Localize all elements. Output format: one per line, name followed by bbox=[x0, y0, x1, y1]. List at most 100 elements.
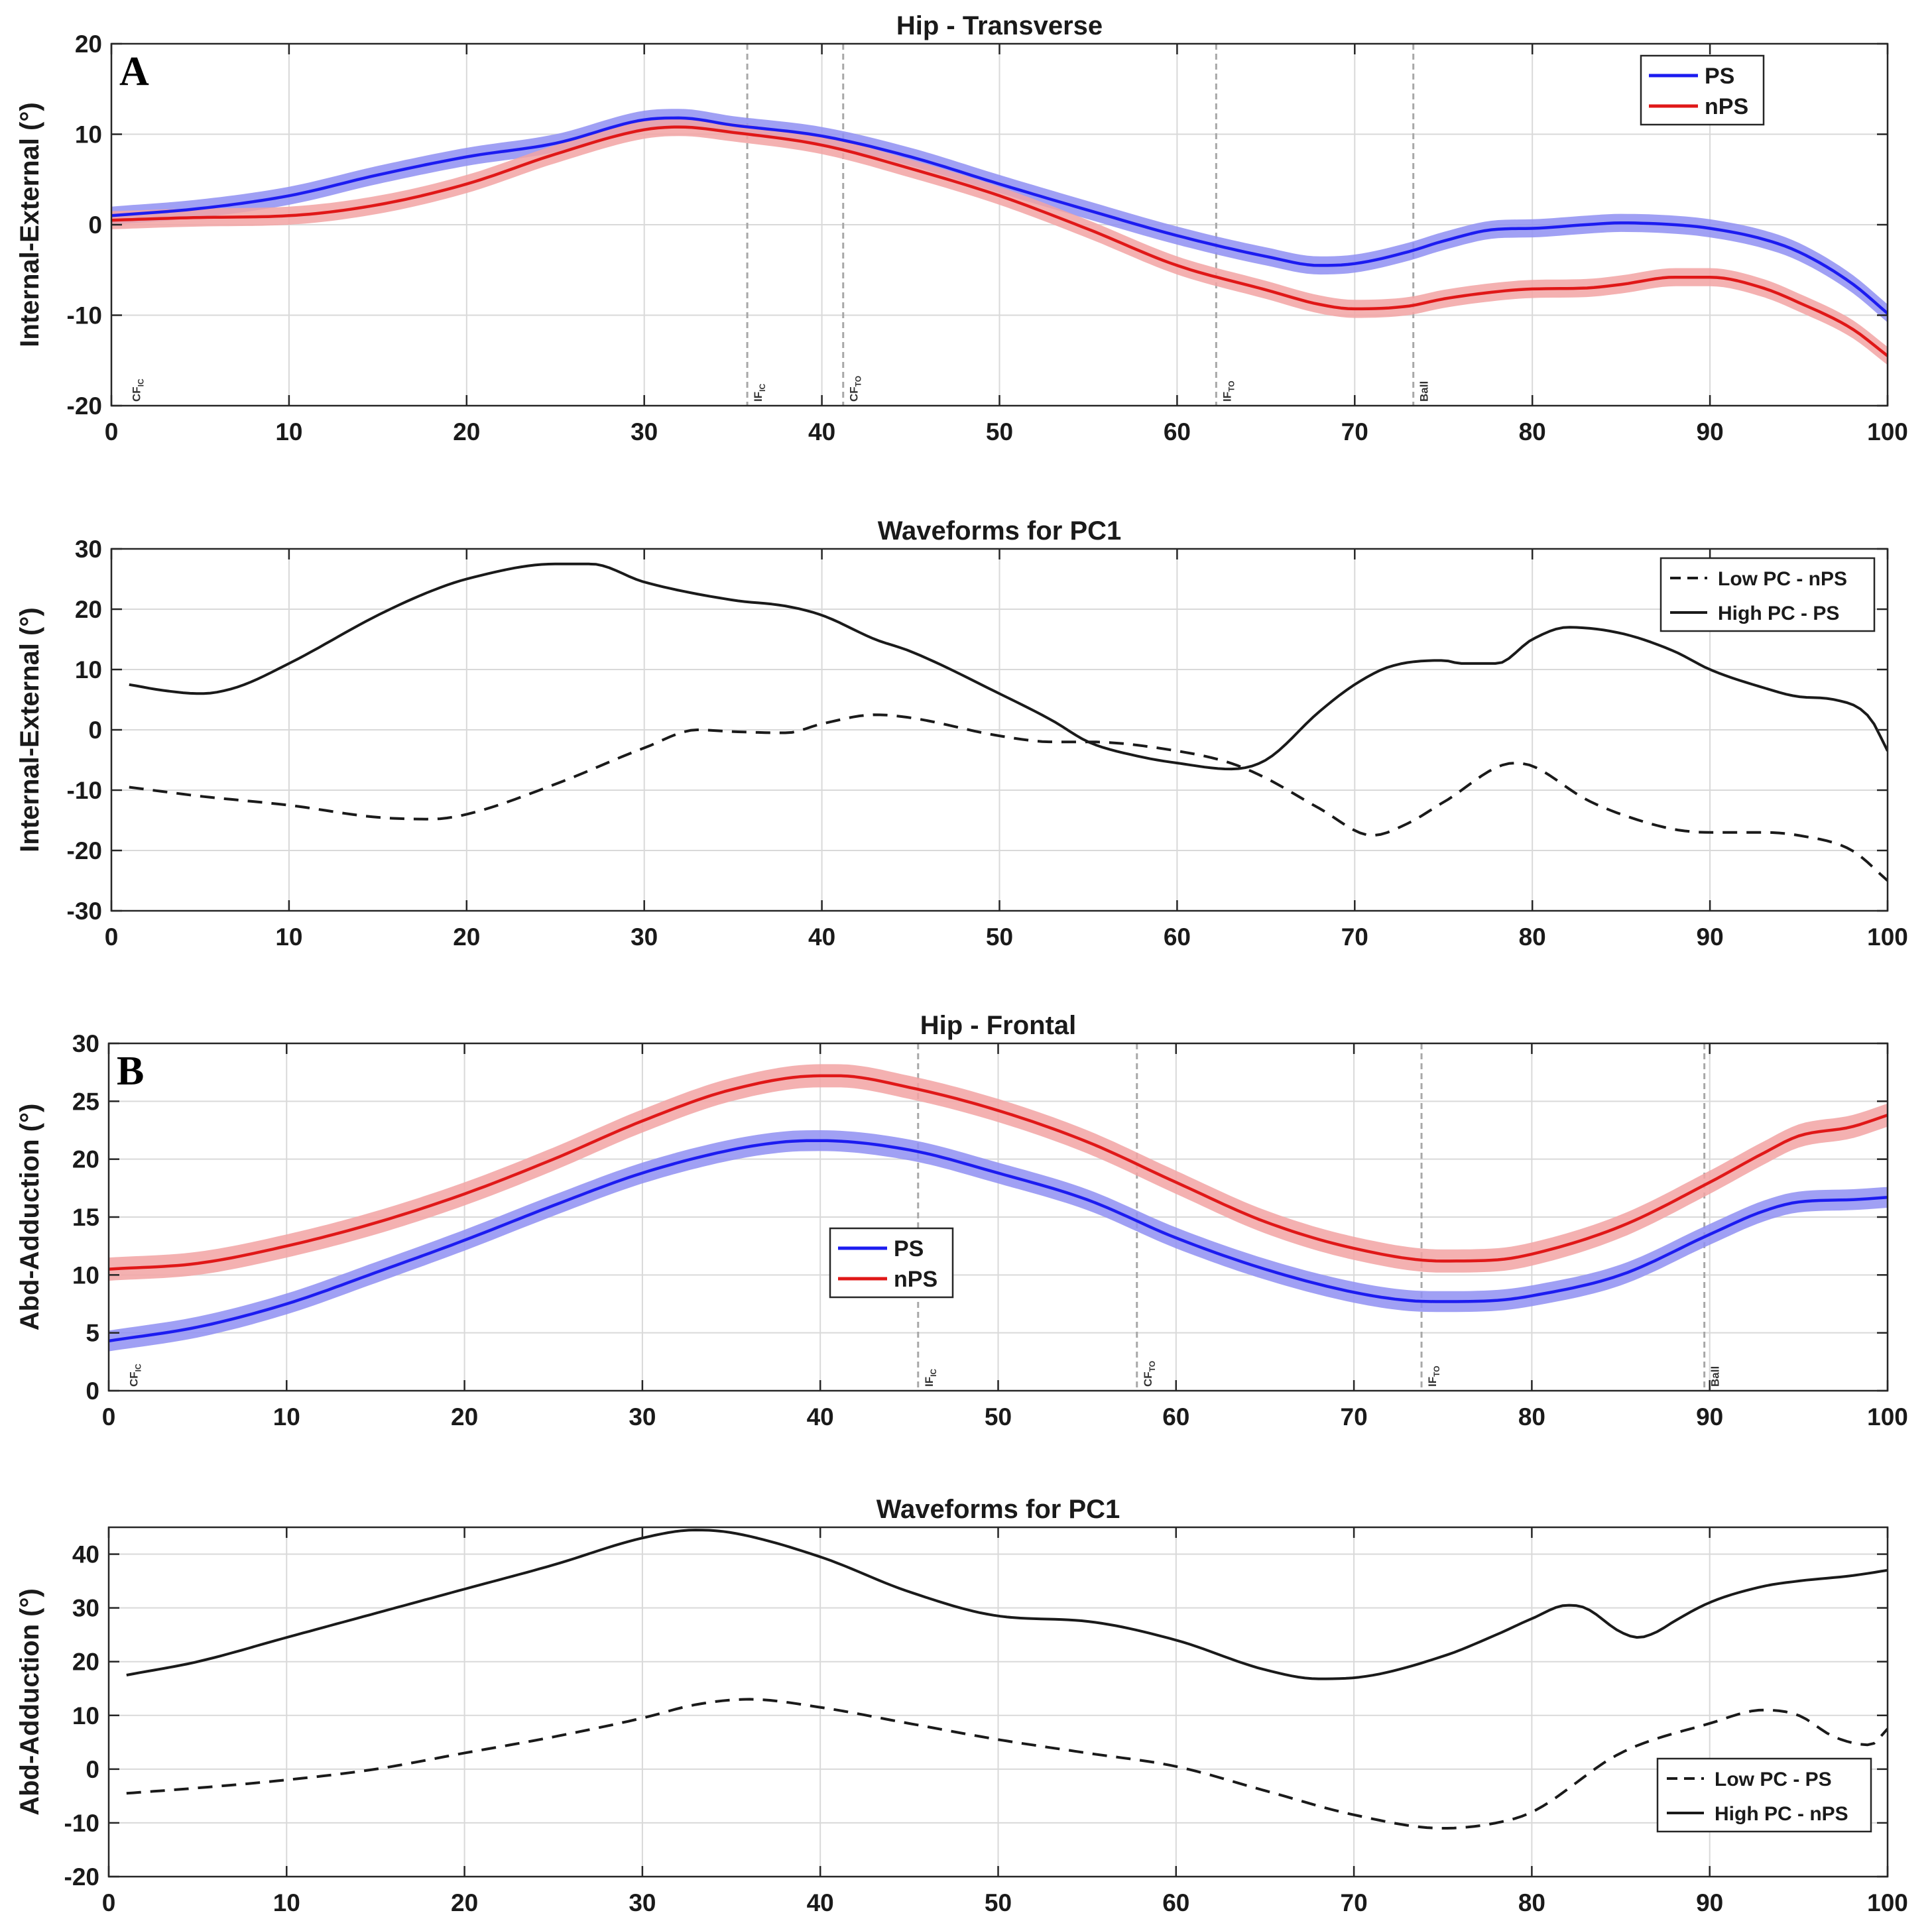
series-band-nps bbox=[109, 1064, 1888, 1281]
chart-title: Waveforms for PC1 bbox=[878, 516, 1122, 546]
x-tick-label: 60 bbox=[1162, 1403, 1189, 1431]
legend-label: Low PC - PS bbox=[1715, 1769, 1832, 1790]
x-tick-label: 30 bbox=[631, 923, 658, 951]
x-tick-label: 50 bbox=[986, 923, 1013, 951]
x-tick-label: 30 bbox=[629, 1889, 656, 1916]
legend-label: High PC - nPS bbox=[1715, 1803, 1848, 1825]
y-tick-label: -10 bbox=[64, 1810, 99, 1837]
x-tick-label: 20 bbox=[453, 418, 480, 445]
x-tick-label: 90 bbox=[1697, 923, 1724, 951]
panel-label: A bbox=[119, 49, 149, 94]
series-band-ps bbox=[109, 1130, 1888, 1352]
legend-label: PS bbox=[894, 1236, 924, 1261]
legend-label: High PC - PS bbox=[1718, 603, 1839, 624]
y-tick-label: -10 bbox=[67, 302, 102, 329]
series-group bbox=[111, 109, 1888, 365]
panel-label: B bbox=[117, 1049, 144, 1094]
y-tick-label: 30 bbox=[72, 1030, 99, 1057]
x-tick-label: 0 bbox=[105, 418, 119, 445]
series-band-nps bbox=[111, 117, 1888, 365]
legend: Low PC - PS High PC - nPS bbox=[1656, 1757, 1872, 1833]
x-tick-label: 90 bbox=[1697, 418, 1724, 445]
x-tick-label: 50 bbox=[986, 418, 1013, 445]
event-label: IFIC bbox=[752, 384, 767, 402]
x-tick-label: 20 bbox=[451, 1403, 478, 1431]
event-label: IFTO bbox=[1426, 1366, 1441, 1387]
y-tick-label: 40 bbox=[72, 1541, 99, 1568]
y-tick-label: 0 bbox=[86, 1377, 99, 1405]
y-tick-label: 10 bbox=[75, 121, 102, 148]
x-tick-label: 90 bbox=[1696, 1889, 1723, 1916]
series-line-low-pc-ps bbox=[126, 1698, 1888, 1830]
x-tick-label: 70 bbox=[1341, 1889, 1368, 1916]
x-tick-label: 30 bbox=[629, 1403, 656, 1431]
y-tick-label: -20 bbox=[67, 837, 102, 864]
y-tick-label: 20 bbox=[75, 30, 102, 58]
pc1-transverse-chart: 0 10 20 30 40 50 60 70 80 90 100 -30 -20 -10 0 10 20 30 Wa… bbox=[15, 516, 1908, 951]
legend-box bbox=[829, 1227, 954, 1299]
x-tick-label: 10 bbox=[275, 418, 302, 445]
hip-transverse-chart: CFIC IFIC CFTO IFTO Ball 0 10 20 30 40 50 60 70 80 90 1… bbox=[15, 11, 1908, 445]
legend-label: Low PC - nPS bbox=[1718, 568, 1847, 590]
legend-label: nPS bbox=[1705, 94, 1748, 119]
series-line-low-pc-nps bbox=[129, 713, 1888, 882]
y-tick-label: 20 bbox=[75, 596, 102, 623]
x-tick-label: 20 bbox=[453, 923, 480, 951]
x-tick-label: 0 bbox=[102, 1889, 116, 1916]
series-line-ps bbox=[109, 1139, 1888, 1343]
x-tick-label: 80 bbox=[1519, 418, 1546, 445]
x-tick-label: 80 bbox=[1518, 1889, 1545, 1916]
y-tick-label: 10 bbox=[72, 1261, 99, 1289]
chart-title: Waveforms for PC1 bbox=[876, 1495, 1120, 1524]
event-label: IFIC bbox=[923, 1369, 938, 1387]
chart-title: Hip - Transverse bbox=[896, 11, 1103, 40]
x-tick-label: 10 bbox=[275, 923, 302, 951]
y-tick-label: 30 bbox=[75, 536, 102, 563]
legend: PS nPS bbox=[829, 1227, 954, 1299]
y-tick-label: -10 bbox=[67, 777, 102, 804]
event-label: IFTO bbox=[1221, 380, 1236, 402]
legend-box bbox=[1660, 557, 1876, 632]
x-tick-label: 70 bbox=[1341, 1403, 1368, 1431]
x-tick-label: 60 bbox=[1164, 923, 1191, 951]
y-axis-label: Internal-External (°) bbox=[15, 102, 44, 347]
x-tick-label: 60 bbox=[1164, 418, 1191, 445]
x-tick-label: 0 bbox=[102, 1403, 116, 1431]
y-tick-label: 20 bbox=[72, 1649, 99, 1676]
series-group bbox=[109, 1064, 1888, 1352]
y-tick-label: 10 bbox=[72, 1702, 99, 1729]
x-tick-label: 10 bbox=[273, 1889, 300, 1916]
x-tick-label: 100 bbox=[1867, 923, 1908, 951]
chart-title: Hip - Frontal bbox=[920, 1011, 1077, 1040]
x-tick-label: 40 bbox=[808, 923, 835, 951]
event-label: Ball bbox=[1709, 1366, 1722, 1387]
series-line-high-pc-ps bbox=[129, 562, 1888, 771]
x-tick-label: 40 bbox=[807, 1889, 834, 1916]
x-tick-label: 40 bbox=[807, 1403, 834, 1431]
series-group bbox=[129, 562, 1888, 882]
x-tick-label: 80 bbox=[1519, 923, 1546, 951]
y-tick-label: 5 bbox=[86, 1320, 99, 1347]
y-tick-label: -20 bbox=[67, 392, 102, 420]
legend-label: PS bbox=[1705, 64, 1734, 89]
event-label: CFTO bbox=[1142, 1361, 1157, 1387]
y-tick-label: 30 bbox=[72, 1595, 99, 1622]
series-group bbox=[126, 1529, 1888, 1830]
series-line-ps bbox=[111, 116, 1888, 315]
x-tick-label: 10 bbox=[273, 1403, 300, 1431]
event-label: CFTO bbox=[848, 376, 863, 402]
y-tick-label: -20 bbox=[64, 1863, 99, 1891]
y-axis-label: Internal-External (°) bbox=[15, 607, 44, 852]
x-tick-label: 100 bbox=[1867, 418, 1908, 445]
y-tick-label: 25 bbox=[72, 1088, 99, 1115]
x-tick-label: 80 bbox=[1518, 1403, 1545, 1431]
y-tick-label: 15 bbox=[72, 1204, 99, 1231]
x-tick-label: 100 bbox=[1867, 1889, 1908, 1916]
x-tick-label: 90 bbox=[1696, 1403, 1723, 1431]
legend-label: nPS bbox=[894, 1267, 937, 1292]
legend-box bbox=[1640, 54, 1765, 126]
x-tick-label: 50 bbox=[985, 1889, 1012, 1916]
y-tick-label: 10 bbox=[75, 656, 102, 683]
x-tick-label: 60 bbox=[1162, 1889, 1189, 1916]
